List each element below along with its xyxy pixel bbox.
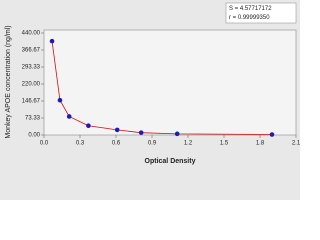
x-axis-label: Optical Density [145,158,196,165]
annotation: S = 4.57717172 [229,6,272,12]
x-tick-label: 0.0 [40,141,49,147]
data-point [269,132,275,137]
x-tick-label: 0.6 [112,141,121,147]
x-tick-label: 2.1 [292,141,300,147]
data-point [138,130,144,135]
data-point [49,38,55,44]
fit-curve [51,41,273,135]
data-point [86,123,91,129]
y-tick-label: 73.33 [25,116,41,122]
x-tick-label: 0.9 [148,141,157,147]
plot-area [43,29,297,136]
chart: S = 4.57717172 r = 0.99999350 Optical De… [0,0,300,200]
data-point [114,127,120,133]
y-tick-label: 366.67 [22,48,41,54]
legend-box [225,2,297,24]
y-tick-label: 440.00 [22,31,41,37]
data-point [174,131,180,137]
x-tick-label: 0.3 [76,141,85,147]
y-tick-label: 293.33 [22,65,41,71]
data-point [66,114,72,119]
data-point [57,97,63,103]
y-axis-label: Monkey APOE concentration (ng/ml) [5,25,12,138]
y-tick-label: 146.67 [22,99,41,105]
annotation: r = 0.99999350 [229,15,270,21]
x-tick-label: 1.2 [184,141,193,147]
y-tick-label: 0.00 [28,133,40,139]
y-tick-label: 220.00 [22,82,41,88]
x-tick-label: 1.8 [256,141,265,147]
x-tick-label: 1.5 [220,141,229,147]
